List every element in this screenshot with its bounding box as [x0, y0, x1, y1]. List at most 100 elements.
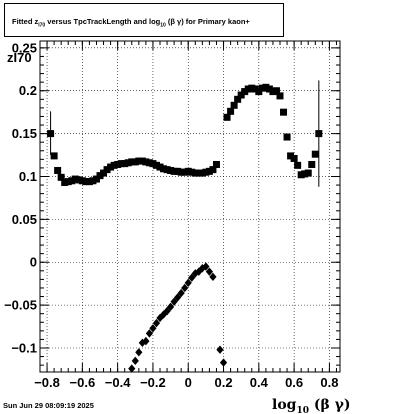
square-marker	[276, 92, 284, 100]
square-marker	[198, 169, 206, 177]
square-marker	[202, 168, 210, 176]
square-marker	[287, 152, 295, 160]
x-axis-labels: −0.8 −0.6 −0.4 −0.2 0 0.2 0.4 0.6 0.8	[34, 375, 338, 390]
square-marker	[301, 170, 309, 178]
square-marker	[110, 161, 118, 169]
square-marker	[265, 85, 273, 93]
y-tick-label: 0.1	[19, 169, 37, 184]
square-marker	[61, 178, 69, 186]
diamond-marker	[142, 336, 150, 346]
y-axis-labels: −0.1 −0.05 0 0.05 0.1 0.15 0.2 0.25	[4, 40, 37, 355]
square-marker	[294, 161, 302, 169]
y-tick-label: 0	[30, 255, 37, 270]
timestamp-footer: Sun Jun 29 08:09:19 2025	[3, 401, 94, 410]
square-marker	[262, 83, 270, 91]
diamond-marker	[131, 356, 139, 366]
square-marker	[177, 168, 185, 176]
diamond-marker	[128, 364, 136, 373]
square-marker	[156, 163, 164, 171]
x-tick-label: 0.2	[214, 375, 232, 390]
square-marker	[248, 84, 256, 92]
square-marker	[160, 165, 168, 173]
square-marker	[290, 154, 298, 162]
square-marker	[311, 150, 319, 158]
title-part: (β γ) for Primary kaon+	[165, 17, 250, 26]
square-marker	[297, 171, 305, 179]
square-marker	[315, 130, 323, 138]
square-marker	[142, 158, 150, 166]
diamond-marker	[152, 318, 161, 328]
x-tick-label: 0	[185, 375, 192, 390]
diamond-marker	[202, 262, 210, 271]
y-tick-label: −0.05	[4, 298, 37, 313]
square-marker	[209, 166, 217, 174]
diamond-marker	[205, 267, 214, 276]
diamond-marker	[188, 273, 196, 282]
square-marker	[308, 160, 316, 168]
square-marker	[124, 159, 132, 167]
diamond-marker	[216, 345, 224, 354]
square-marker	[100, 169, 108, 177]
square-marker	[223, 113, 231, 121]
diamond-marker	[174, 293, 182, 302]
square-marker	[54, 166, 62, 174]
square-marker	[57, 173, 65, 181]
square-marker	[234, 95, 242, 103]
x-tick-label: 0.4	[250, 375, 269, 390]
axis-ticks	[40, 41, 340, 372]
title-subscript: I70	[38, 22, 46, 29]
y-tick-label: −0.1	[11, 340, 37, 355]
diamond-marker	[209, 272, 217, 282]
square-marker	[280, 108, 288, 116]
chart-title-box: Fitted zI70 versus TpcTrackLength and lo…	[4, 3, 284, 37]
plot-frame	[39, 40, 341, 373]
square-marker	[212, 160, 220, 168]
square-marker	[78, 177, 86, 185]
title-part: versus TpcTrackLength and log	[45, 17, 161, 26]
title-subscript: 10	[160, 22, 166, 29]
square-marker	[258, 84, 266, 92]
diamond-marker	[177, 288, 185, 298]
diamond-marker	[181, 283, 189, 293]
square-marker	[191, 169, 199, 177]
square-marker	[227, 107, 235, 115]
x-tick-label: 0.8	[320, 375, 338, 390]
x-tick-label: −0.4	[105, 375, 131, 390]
square-marker	[163, 166, 171, 174]
square-marker	[230, 101, 238, 109]
square-marker	[184, 167, 192, 175]
square-marker	[174, 167, 182, 175]
square-marker	[82, 178, 90, 186]
square-marker	[181, 168, 189, 176]
diamond-marker	[184, 278, 192, 288]
square-marker	[50, 152, 58, 160]
square-marker	[241, 88, 249, 96]
x-tick-label: −0.2	[140, 375, 166, 390]
square-marker	[92, 175, 100, 183]
square-marker	[64, 178, 72, 186]
x-tick-label: 0.6	[285, 375, 303, 390]
square-marker	[96, 172, 104, 180]
diamond-marker	[145, 329, 154, 338]
y-tick-label: 0.05	[12, 212, 37, 227]
square-marker	[195, 169, 203, 177]
square-marker	[89, 177, 97, 185]
chart-title: Fitted zI70 versus TpcTrackLength and lo…	[12, 17, 250, 29]
square-marker	[272, 87, 280, 95]
square-marker	[47, 130, 55, 138]
square-marker	[205, 167, 213, 175]
square-marker	[167, 166, 175, 174]
diamond-marker	[135, 348, 143, 357]
square-marker	[107, 163, 115, 171]
square-marker	[71, 175, 79, 183]
x-axis-label: log10 (β γ)	[272, 397, 351, 414]
square-marker	[135, 157, 143, 165]
square-marker	[170, 167, 178, 175]
diamond-marker	[219, 358, 228, 367]
square-marker	[244, 85, 252, 93]
square-marker	[283, 133, 291, 141]
x-tick-label: −0.6	[70, 375, 96, 390]
square-marker	[85, 178, 93, 186]
square-marker	[152, 161, 160, 169]
